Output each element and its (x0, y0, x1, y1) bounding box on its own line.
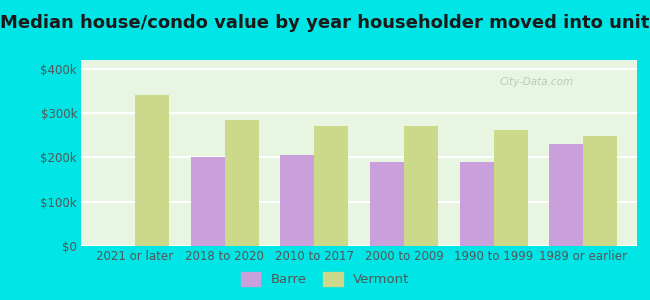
Bar (583, 136, 618, 246)
Bar (190, 158, 225, 246)
Bar (135, 95, 169, 246)
Bar (315, 125, 348, 246)
Bar (225, 120, 259, 246)
Bar (549, 144, 583, 246)
Text: Median house/condo value by year householder moved into unit: Median house/condo value by year househo… (0, 14, 650, 32)
Bar (280, 155, 315, 246)
Bar (493, 130, 528, 246)
Legend: Barre, Vermont: Barre, Vermont (237, 268, 413, 290)
Bar (370, 162, 404, 246)
Text: City-Data.com: City-Data.com (500, 77, 574, 87)
Bar (404, 126, 438, 246)
Bar (460, 162, 493, 246)
